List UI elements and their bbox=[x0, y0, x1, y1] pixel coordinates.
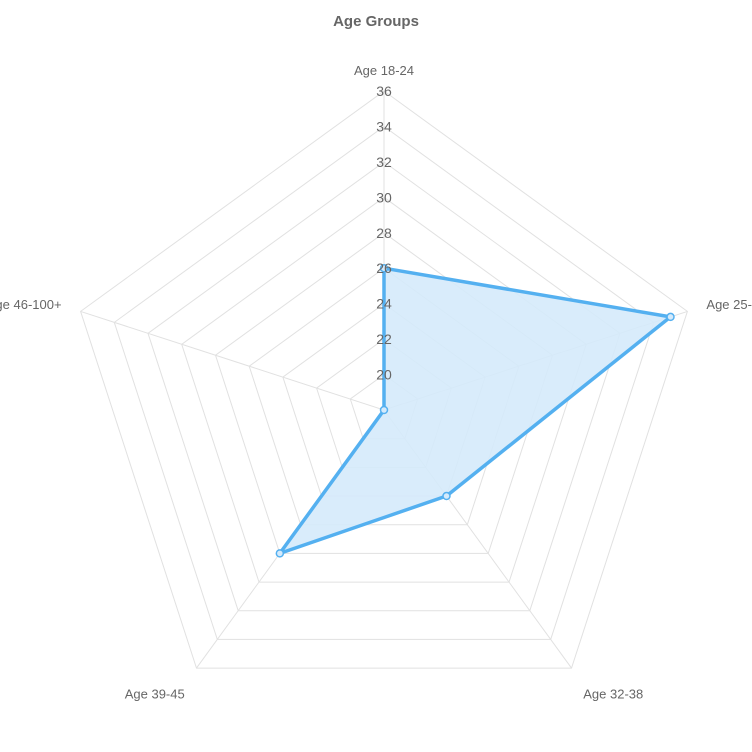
tick-label-6: 32 bbox=[376, 154, 392, 170]
radial-ticks: 20 22 24 26 28 30 32 34 36 bbox=[376, 83, 392, 383]
tick-label-5: 30 bbox=[376, 189, 392, 205]
series-polygon-0 bbox=[278, 266, 673, 556]
axis-label-0: Age 18-24 bbox=[354, 63, 414, 78]
series-area bbox=[275, 263, 675, 558]
tick-label-3: 26 bbox=[376, 260, 392, 276]
axis-label-2: Age 32-38 bbox=[583, 686, 643, 701]
data-point-0-3[interactable] bbox=[275, 549, 285, 558]
tick-label-7: 34 bbox=[376, 118, 392, 134]
data-point-0-1[interactable] bbox=[666, 312, 675, 322]
tick-label-1: 22 bbox=[376, 331, 392, 347]
chart-title: Age Groups bbox=[333, 13, 419, 30]
axis-label-1: Age 25-31 bbox=[706, 297, 752, 312]
tick-label-0: 20 bbox=[376, 367, 392, 383]
tick-label-2: 24 bbox=[376, 296, 392, 312]
axis-label-3: Age 39-45 bbox=[125, 686, 185, 701]
tick-label-8: 36 bbox=[376, 83, 392, 99]
grid-ring-8 bbox=[80, 90, 688, 669]
axis-label-4: Age 46-100+ bbox=[0, 297, 62, 312]
tick-label-4: 28 bbox=[376, 225, 392, 241]
axis-labels: Age 18-24 Age 25-31 Age 32-38 Age 39-45 Age … bbox=[0, 63, 752, 701]
data-point-0-2[interactable] bbox=[442, 491, 451, 501]
grid-ring-7 bbox=[113, 125, 655, 640]
grid-spoke-4 bbox=[80, 310, 385, 411]
data-point-0-0[interactable] bbox=[379, 263, 389, 273]
data-point-0-4[interactable] bbox=[379, 405, 389, 415]
